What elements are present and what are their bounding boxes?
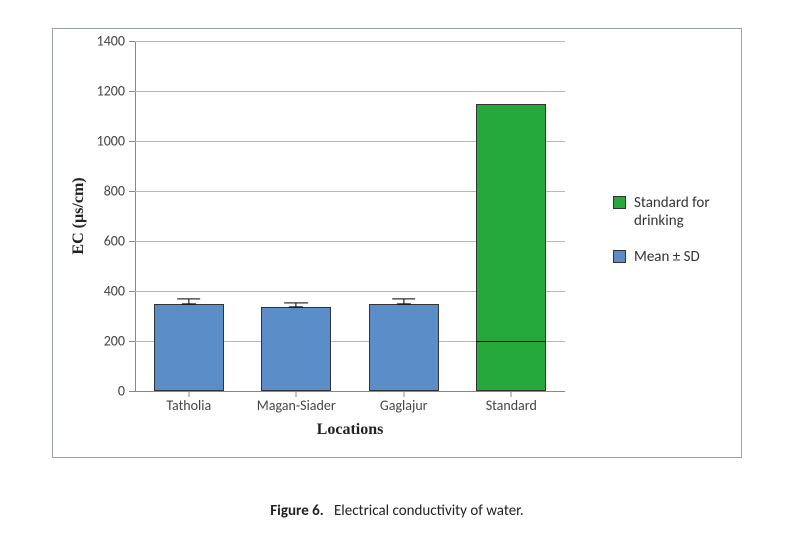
y-tick-label: 0 bbox=[118, 383, 125, 400]
y-tick-label: 1000 bbox=[97, 133, 125, 150]
y-tick-mark bbox=[129, 141, 135, 142]
legend-entry: Standard for drinking bbox=[613, 194, 741, 230]
gridline bbox=[135, 41, 565, 42]
y-tick-mark bbox=[129, 291, 135, 292]
caption-text: Electrical conductivity of water. bbox=[334, 502, 524, 520]
bar-mean bbox=[154, 304, 224, 392]
legend-swatch bbox=[613, 250, 626, 263]
bar-mean bbox=[261, 307, 331, 391]
caption: Figure 6. Electrical conductivity of wat… bbox=[0, 502, 794, 520]
caption-figure-label: Figure 6. bbox=[270, 502, 323, 520]
plot-area bbox=[135, 41, 565, 391]
error-bar-cap bbox=[284, 302, 308, 303]
y-tick-label: 200 bbox=[104, 333, 125, 350]
x-tick-label: Tatholia bbox=[166, 397, 211, 414]
error-bar-cap-base bbox=[397, 303, 411, 304]
y-tick-mark bbox=[129, 241, 135, 242]
error-bar-cap bbox=[392, 298, 416, 299]
y-tick-mark bbox=[129, 91, 135, 92]
y-tick-label: 400 bbox=[104, 283, 125, 300]
bar-mean bbox=[369, 304, 439, 392]
y-axis-title: EC (µs/cm) bbox=[70, 177, 88, 254]
legend: Standard for drinking Mean ± SD bbox=[613, 194, 741, 284]
y-tick-label: 600 bbox=[104, 233, 125, 250]
x-tick-labels: Tatholia Magan-Siader Gaglajur Standard bbox=[135, 391, 565, 421]
y-tick-label: 1400 bbox=[97, 33, 125, 50]
y-tick-mark bbox=[129, 191, 135, 192]
x-tick-label: Standard bbox=[486, 397, 537, 414]
legend-swatch bbox=[613, 196, 626, 209]
y-tick-mark bbox=[129, 341, 135, 342]
x-tick-label: Magan-Siader bbox=[257, 397, 336, 414]
legend-entry: Mean ± SD bbox=[613, 248, 741, 266]
bar-standard bbox=[476, 104, 546, 392]
x-tick-label: Gaglajur bbox=[380, 397, 428, 414]
y-axis-line bbox=[135, 41, 136, 391]
gridline bbox=[135, 91, 565, 92]
legend-label: Standard for drinking bbox=[634, 194, 741, 230]
chart-frame: EC (µs/cm) Tatholia Magan-Siader Gaglajur S… bbox=[52, 28, 742, 458]
y-tick-label: 800 bbox=[104, 183, 125, 200]
x-axis-title: Locations bbox=[317, 421, 384, 439]
standard-min-line bbox=[476, 341, 546, 342]
error-bar-cap-base bbox=[182, 303, 196, 304]
legend-label: Mean ± SD bbox=[634, 248, 700, 266]
error-bar-cap-base bbox=[289, 307, 303, 308]
y-tick-label: 1200 bbox=[97, 83, 125, 100]
error-bar-cap bbox=[177, 298, 201, 299]
figure-root: EC (µs/cm) Tatholia Magan-Siader Gaglajur S… bbox=[0, 0, 794, 542]
y-tick-mark bbox=[129, 41, 135, 42]
